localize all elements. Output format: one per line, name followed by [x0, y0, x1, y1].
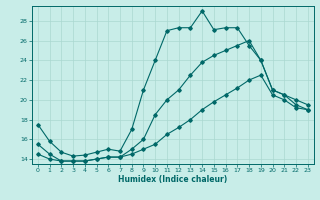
X-axis label: Humidex (Indice chaleur): Humidex (Indice chaleur): [118, 175, 228, 184]
